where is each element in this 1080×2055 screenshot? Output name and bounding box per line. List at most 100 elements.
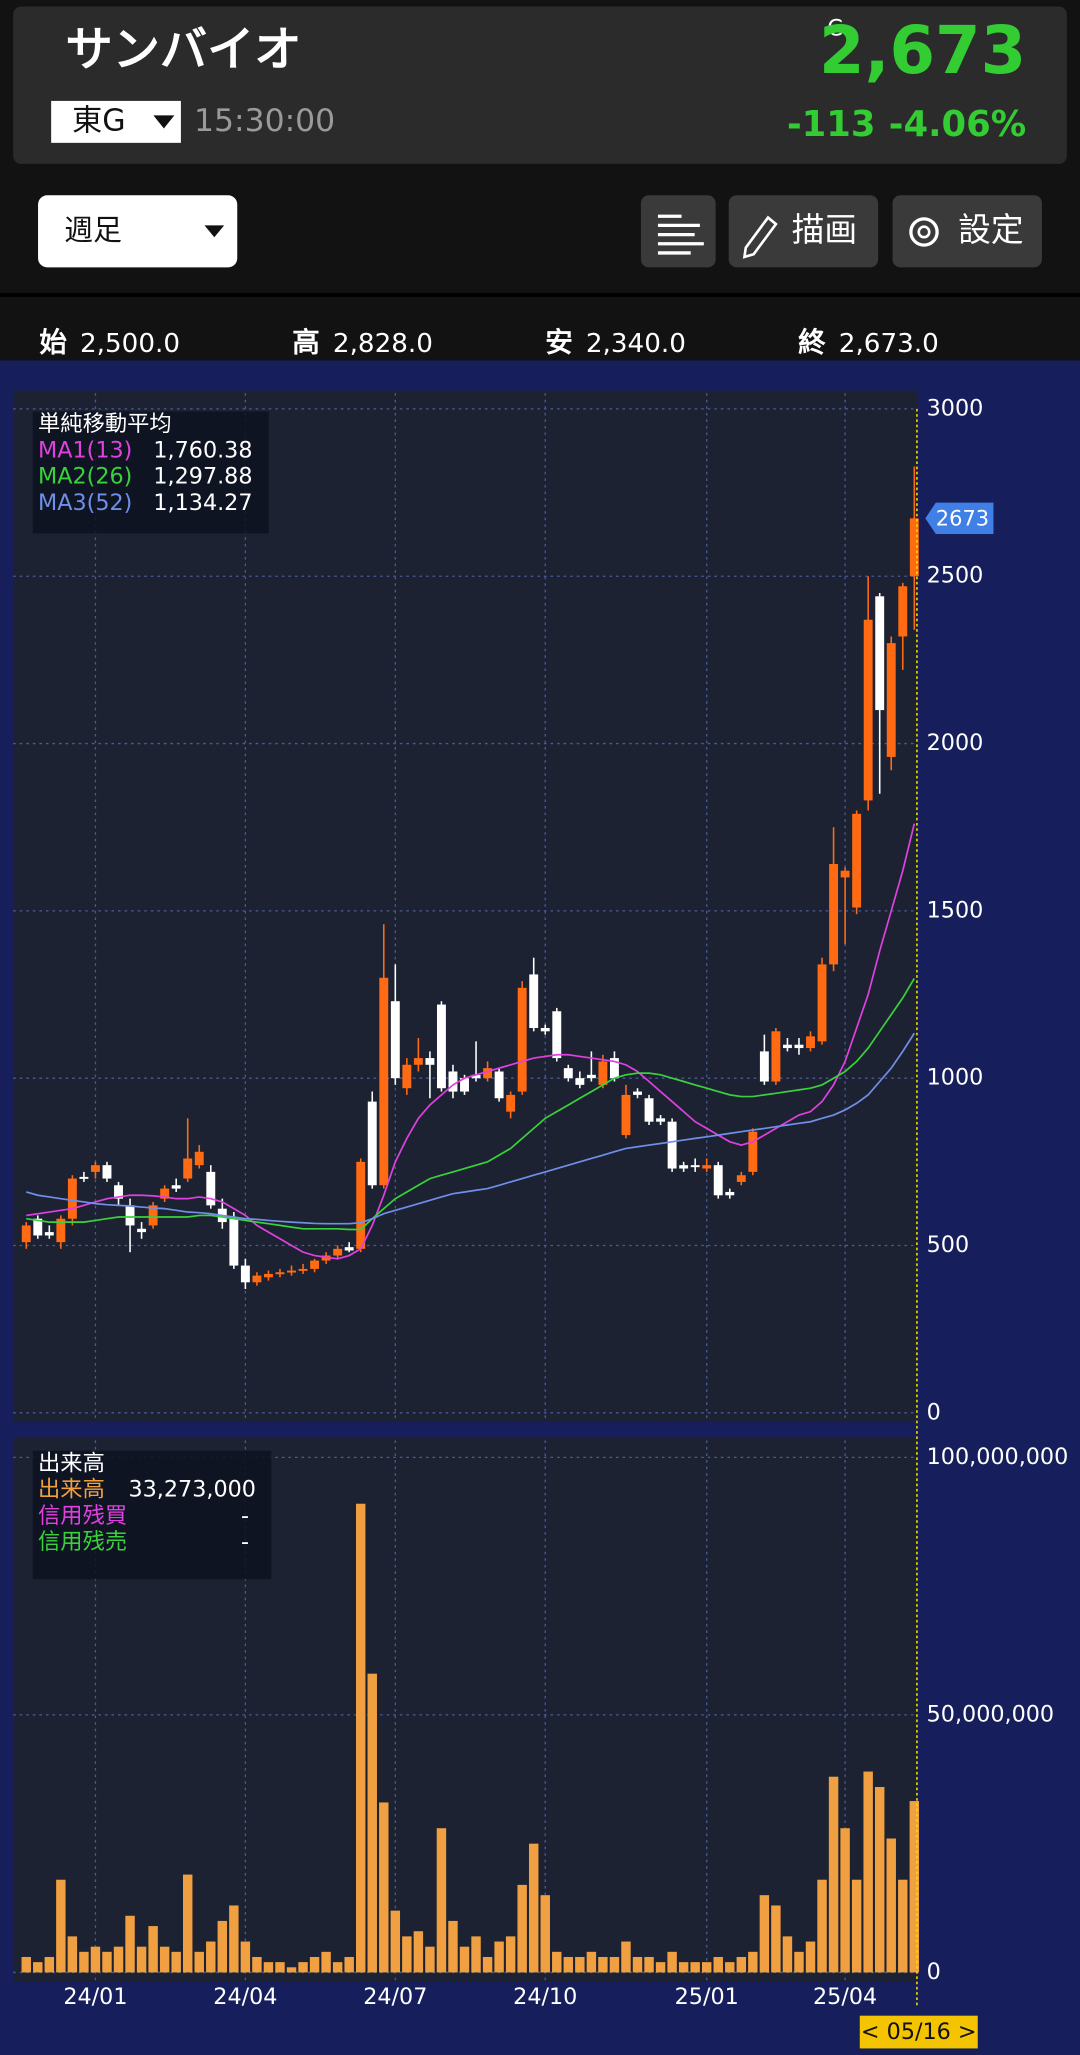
volume-bar bbox=[113, 1946, 124, 1973]
volume-bar bbox=[817, 1879, 827, 1973]
ohlc-value: 2,828.0 bbox=[333, 329, 433, 359]
y-tick-label: 500 bbox=[927, 1232, 970, 1258]
legend-name: MA3(52) bbox=[38, 490, 132, 516]
volume-bar bbox=[79, 1951, 89, 1973]
candle-body bbox=[840, 870, 850, 878]
volume-bar bbox=[621, 1941, 631, 1973]
candle-body bbox=[575, 1078, 585, 1085]
volume-bar bbox=[379, 1802, 389, 1973]
dropdown-arrow bbox=[204, 225, 225, 238]
volume-bar bbox=[286, 1967, 297, 1973]
volume-bar bbox=[701, 1962, 712, 1973]
market: 東G bbox=[72, 103, 125, 138]
volume-bar bbox=[874, 1787, 885, 1973]
candle-body bbox=[736, 1175, 746, 1182]
y-tick-label: 2500 bbox=[927, 563, 984, 589]
volume-bar bbox=[67, 1936, 78, 1973]
volume-bar bbox=[851, 1879, 862, 1973]
volume-bar bbox=[321, 1951, 331, 1973]
candle-body bbox=[79, 1176, 89, 1179]
candle-body bbox=[471, 1074, 481, 1079]
candle-body bbox=[506, 1094, 516, 1112]
volume-bar bbox=[367, 1673, 377, 1973]
draw-button[interactable] bbox=[728, 195, 879, 268]
candle-body bbox=[114, 1185, 123, 1199]
legend-value: 1,134.27 bbox=[153, 490, 252, 516]
legend-title: 出来高 bbox=[38, 1450, 105, 1476]
candle-body bbox=[413, 1058, 423, 1065]
candle-body bbox=[367, 1101, 377, 1186]
legend-name: 信用残買 bbox=[38, 1503, 127, 1529]
volume-bar bbox=[505, 1936, 516, 1973]
volume-bar bbox=[667, 1951, 677, 1973]
candle-body bbox=[748, 1131, 758, 1172]
gear-icon bbox=[917, 225, 931, 239]
candle-body bbox=[102, 1165, 112, 1179]
volume-bar bbox=[471, 1936, 481, 1973]
volume-bar bbox=[655, 1962, 666, 1973]
pencil-icon bbox=[742, 215, 778, 259]
candle-body bbox=[667, 1121, 677, 1169]
legend-name: 信用残売 bbox=[38, 1529, 127, 1555]
candle-body bbox=[21, 1225, 31, 1243]
candle-body bbox=[263, 1273, 273, 1278]
candle-body bbox=[886, 643, 896, 757]
candle-body bbox=[806, 1036, 815, 1049]
candle-body bbox=[402, 1064, 412, 1089]
volume-bar bbox=[736, 1956, 747, 1973]
candle-body bbox=[517, 987, 527, 1092]
ma-line bbox=[26, 1032, 916, 1225]
indicator-button[interactable] bbox=[640, 195, 716, 268]
volume-bar bbox=[748, 1951, 758, 1973]
candle-body bbox=[379, 977, 389, 1186]
x-tick-label: 24/04 bbox=[213, 1984, 277, 2010]
candle-body bbox=[817, 964, 827, 1042]
volume-bar bbox=[229, 1905, 239, 1973]
y-tick-label: 50,000,000 bbox=[927, 1701, 1054, 1727]
candle-body bbox=[160, 1188, 170, 1199]
candle-body bbox=[436, 1004, 446, 1089]
candle-body bbox=[333, 1248, 343, 1256]
volume-bar bbox=[528, 1843, 539, 1973]
candle-body bbox=[713, 1165, 723, 1196]
candle-body bbox=[390, 1001, 400, 1079]
volume-bar bbox=[194, 1951, 204, 1973]
candle-body bbox=[44, 1232, 54, 1236]
volume-bar bbox=[586, 1951, 597, 1973]
volume-bar bbox=[678, 1962, 689, 1973]
stock-name: サンバイオ bbox=[66, 22, 302, 77]
ohlc-label: 終 bbox=[798, 326, 826, 358]
candle-body bbox=[494, 1071, 504, 1099]
candle-body bbox=[240, 1265, 250, 1283]
candle-body bbox=[206, 1171, 216, 1206]
ohlc-label: 安 bbox=[545, 326, 573, 358]
volume-bar bbox=[863, 1771, 873, 1973]
settings-button[interactable] bbox=[892, 195, 1042, 268]
candle-body bbox=[909, 518, 919, 577]
candle-body bbox=[298, 1268, 308, 1271]
period-select[interactable] bbox=[38, 195, 238, 268]
candle-body bbox=[852, 813, 862, 908]
volume-bar bbox=[182, 1874, 193, 1973]
ohlc-value: 2,340.0 bbox=[586, 329, 686, 359]
volume-bar bbox=[563, 1956, 574, 1973]
candle-body bbox=[344, 1247, 354, 1251]
candle-body bbox=[460, 1078, 469, 1092]
candle-body bbox=[137, 1228, 147, 1233]
candle-body bbox=[794, 1044, 804, 1049]
list-icon bbox=[657, 214, 704, 255]
legend-box bbox=[32, 1450, 272, 1580]
volume-bar bbox=[355, 1503, 366, 1973]
gear-icon bbox=[909, 217, 939, 247]
y-tick-label: 0 bbox=[927, 1399, 941, 1425]
volume-bar bbox=[298, 1962, 308, 1973]
candle-body bbox=[90, 1165, 100, 1172]
candle-body bbox=[425, 1058, 435, 1065]
last-price-badge bbox=[925, 502, 994, 535]
volume-bar bbox=[275, 1962, 285, 1973]
volume-bar bbox=[459, 1946, 470, 1973]
volume-bar bbox=[540, 1895, 550, 1973]
volume-bar bbox=[252, 1956, 262, 1973]
y-tick-label: 1000 bbox=[927, 1065, 984, 1091]
